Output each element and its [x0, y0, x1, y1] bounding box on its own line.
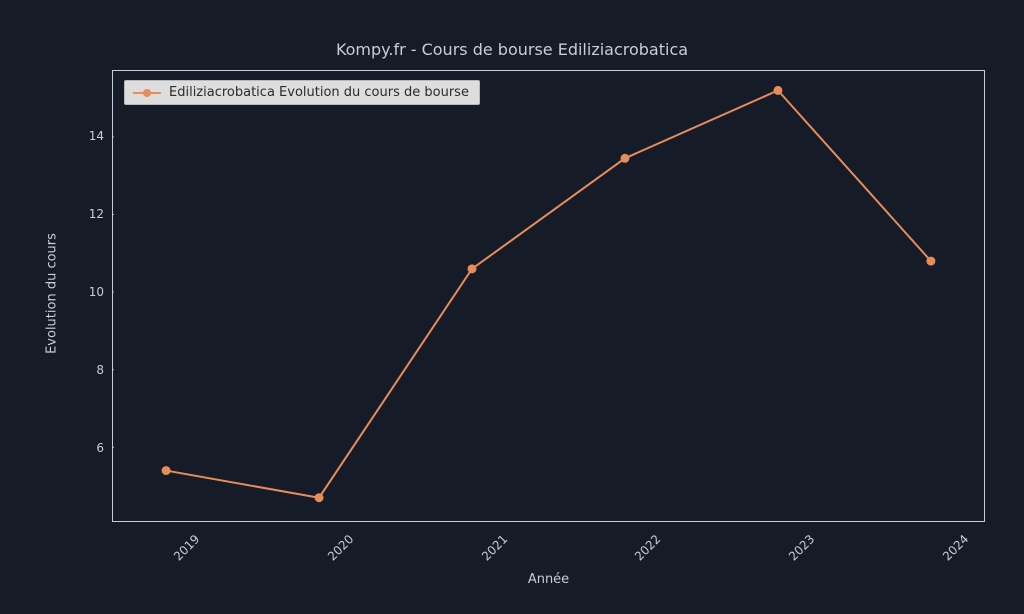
series-marker — [315, 494, 323, 502]
series-line — [166, 90, 931, 497]
legend-line-icon — [133, 92, 161, 94]
y-tick-label: 8 — [64, 363, 104, 377]
x-tick-label: 2023 — [786, 532, 817, 563]
x-axis-label: Année — [112, 572, 985, 587]
y-axis-label: Evolution du cours — [45, 68, 60, 520]
legend-marker-icon — [143, 89, 151, 97]
y-tick-label: 6 — [64, 441, 104, 455]
x-tick-label: 2020 — [325, 532, 356, 563]
chart-canvas: Kompy.fr - Cours de bourse Ediliziacroba… — [0, 0, 1024, 614]
y-tick-label: 10 — [64, 285, 104, 299]
chart-title: Kompy.fr - Cours de bourse Ediliziacroba… — [0, 40, 1024, 59]
legend-label: Ediliziacrobatica Evolution du cours de … — [169, 85, 469, 100]
legend: Ediliziacrobatica Evolution du cours de … — [124, 80, 480, 105]
plot-svg — [113, 71, 984, 521]
y-tick-label: 14 — [64, 129, 104, 143]
x-tick-label: 2019 — [171, 532, 202, 563]
series-marker — [468, 265, 476, 273]
series-marker — [774, 86, 782, 94]
x-tick-label: 2024 — [940, 532, 971, 563]
series-marker — [927, 257, 935, 265]
series-marker — [162, 467, 170, 475]
y-tick-label: 12 — [64, 207, 104, 221]
x-tick-label: 2021 — [479, 532, 510, 563]
series-marker — [621, 154, 629, 162]
x-tick-label: 2022 — [632, 532, 663, 563]
plot-area — [112, 70, 985, 522]
